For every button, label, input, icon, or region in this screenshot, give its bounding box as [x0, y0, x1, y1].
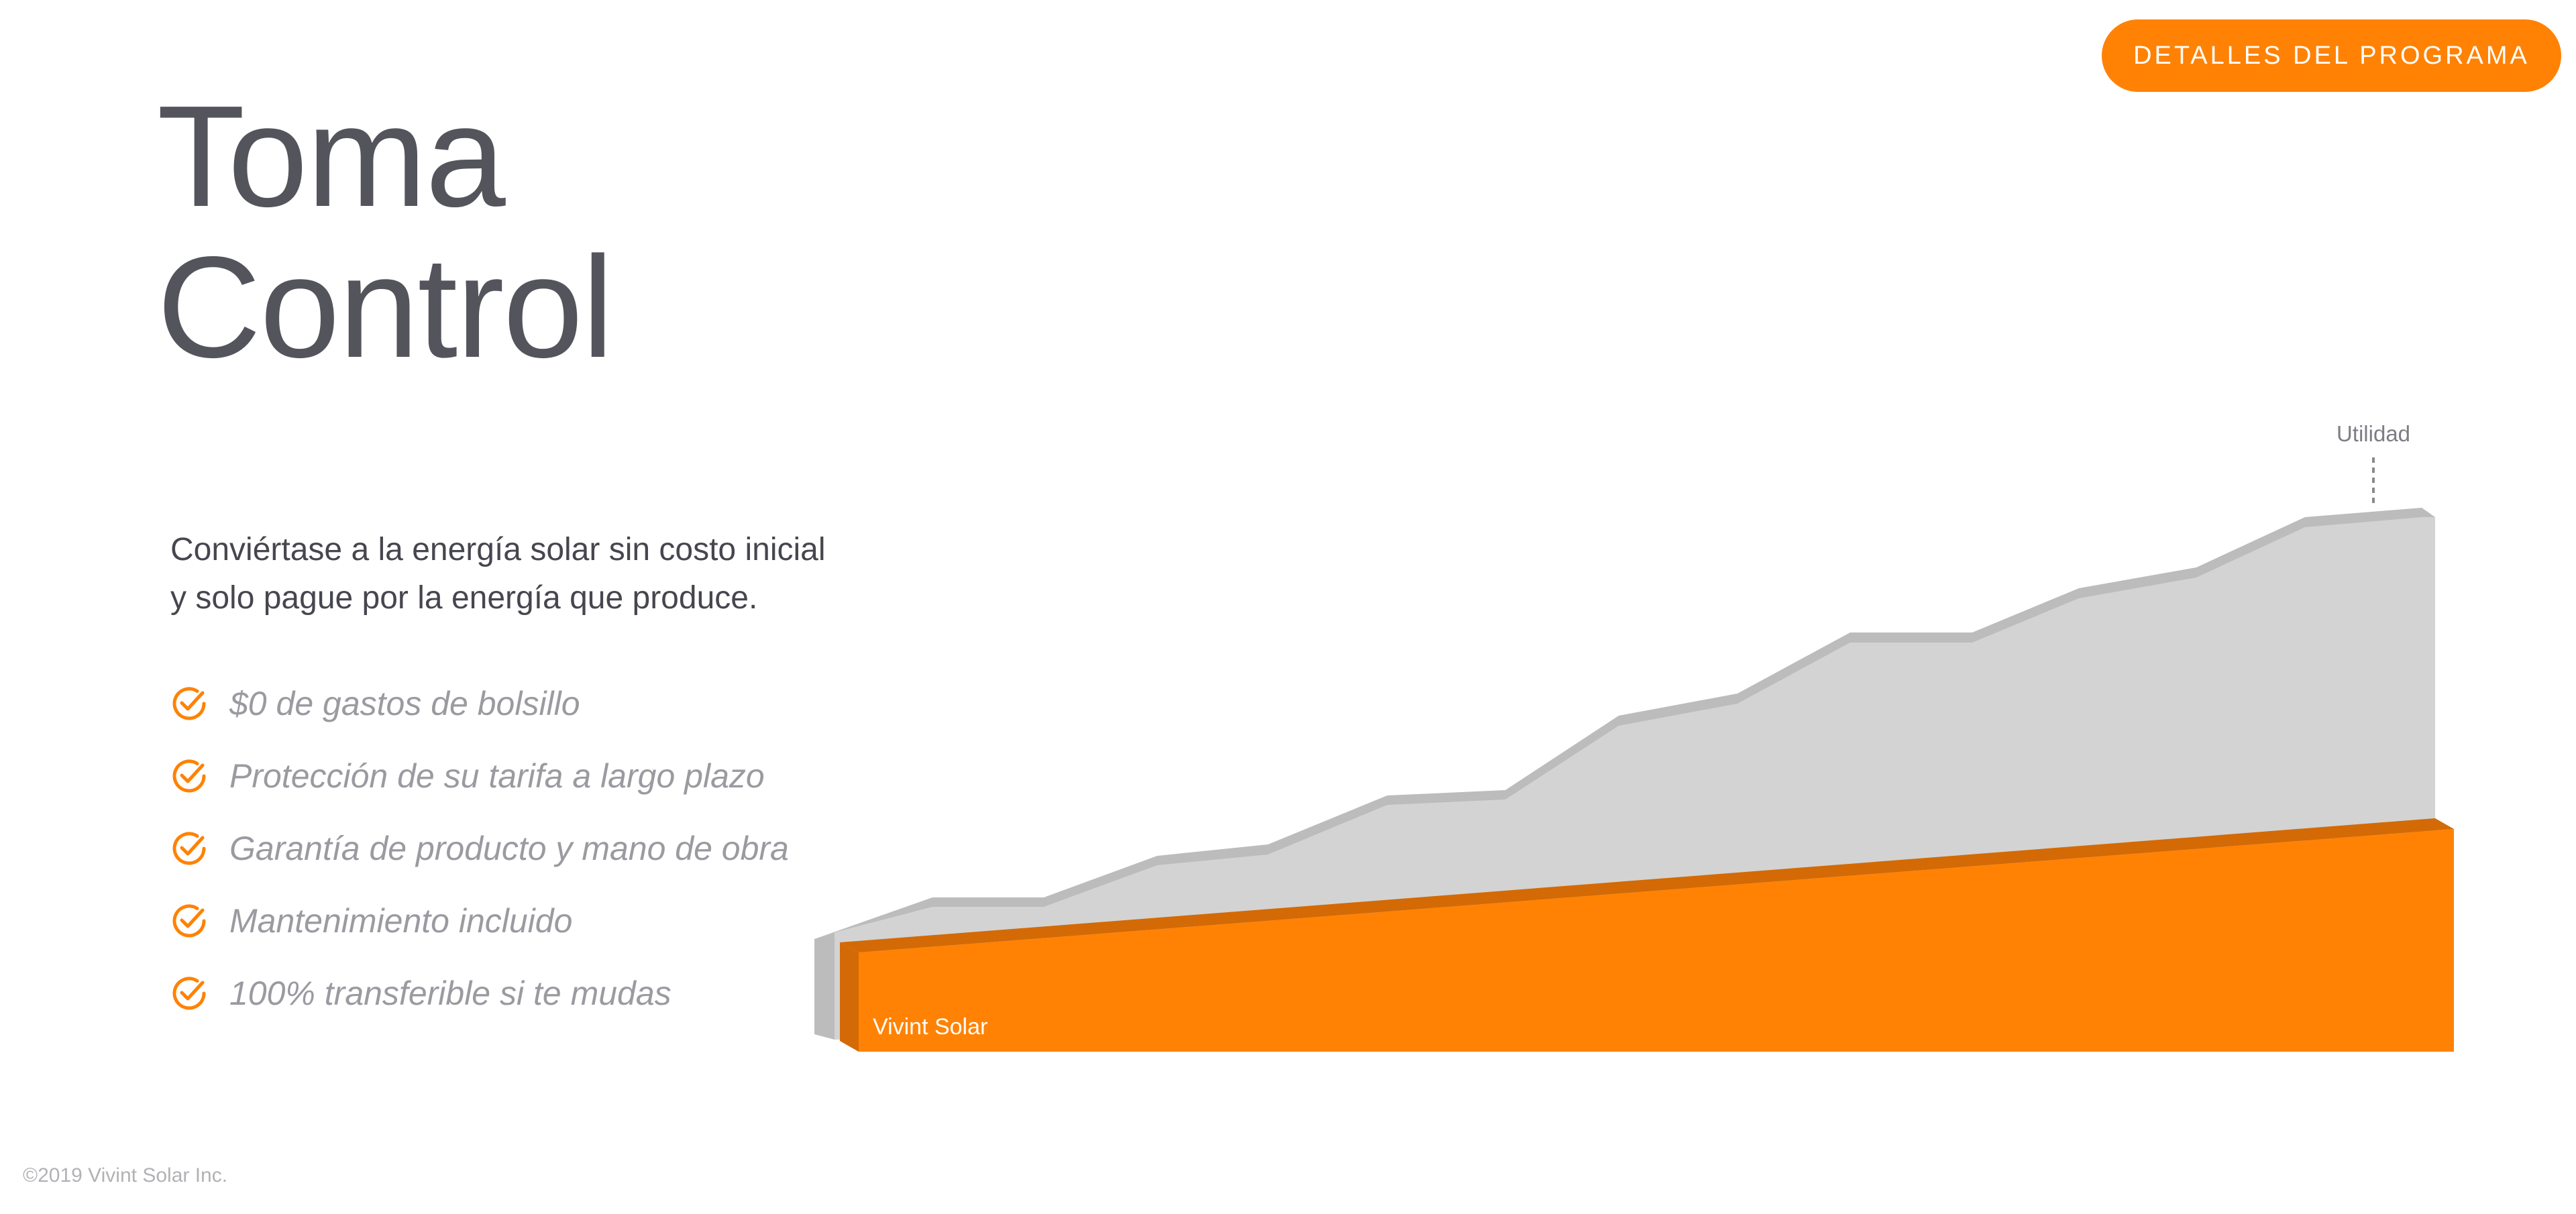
- check-circle-icon: [172, 759, 206, 793]
- benefit-item: $0 de gastos de bolsillo: [170, 667, 789, 740]
- benefit-label: 100% transferible si te mudas: [229, 975, 672, 1012]
- page-title-line-1: Toma: [157, 75, 506, 237]
- page-title: Toma Control: [157, 75, 614, 388]
- solar-slab-top: [840, 818, 2454, 952]
- page-title-line-2: Control: [157, 226, 614, 388]
- check-circle-icon: [172, 832, 206, 865]
- utility-slab-side: [814, 932, 835, 1040]
- benefit-item: Garantía de producto y mano de obra: [170, 812, 789, 885]
- utility-label: Utilidad: [2337, 421, 2410, 446]
- benefit-label: $0 de gastos de bolsillo: [229, 685, 580, 722]
- benefit-label: Protección de su tarifa a largo plazo: [229, 757, 765, 795]
- check-circle-icon: [172, 904, 206, 938]
- solar-label: Vivint Solar: [873, 1014, 987, 1040]
- benefits-list: $0 de gastos de bolsillo Protección de s…: [170, 667, 789, 1030]
- check-circle-icon: [172, 687, 206, 720]
- intro-line-2: y solo pague por la energía que produce.: [170, 580, 758, 616]
- benefit-item: 100% transferible si te mudas: [170, 957, 789, 1030]
- cost-comparison-graphic: Utilidad Vivint Solar: [814, 421, 2454, 1052]
- benefit-label: Mantenimiento incluido: [229, 902, 573, 940]
- solar-slab-side: [840, 942, 859, 1052]
- check-circle-icon: [172, 977, 206, 1010]
- program-details-button[interactable]: DETALLES DEL PROGRAMA: [2102, 19, 2561, 92]
- benefit-item: Protección de su tarifa a largo plazo: [170, 740, 789, 812]
- benefit-item: Mantenimiento incluido: [170, 885, 789, 957]
- solar-slab-front: [859, 829, 2454, 1052]
- intro-line-1: Conviértase a la energía solar sin costo…: [170, 532, 826, 567]
- intro-text: Conviértase a la energía solar sin costo…: [170, 526, 922, 622]
- benefit-label: Garantía de producto y mano de obra: [229, 830, 789, 867]
- copyright-text: ©2019 Vivint Solar Inc.: [23, 1164, 228, 1187]
